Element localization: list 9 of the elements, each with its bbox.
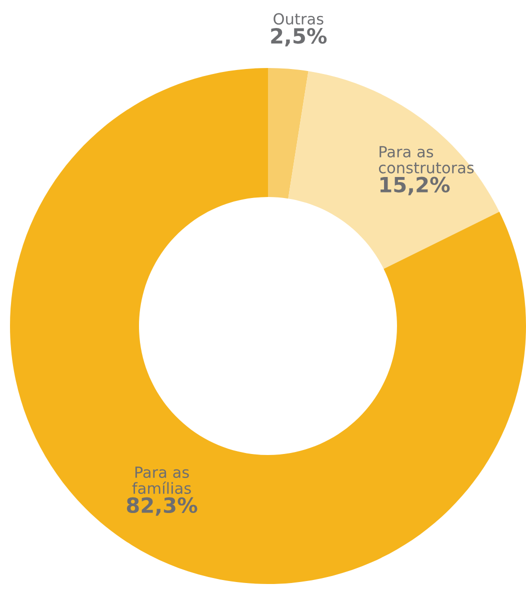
slice-label: Para as construtoras [378, 146, 474, 174]
slice-label: Para as famílias [132, 466, 191, 494]
slice-label: Outras [274, 13, 324, 25]
donut-slice [288, 71, 500, 269]
data-label: 2,5% [271, 28, 327, 46]
data-label: 82,3% [126, 497, 198, 516]
data-label: 15,2% [380, 176, 450, 196]
donut-slice [10, 68, 526, 584]
donut-slice [268, 68, 308, 199]
